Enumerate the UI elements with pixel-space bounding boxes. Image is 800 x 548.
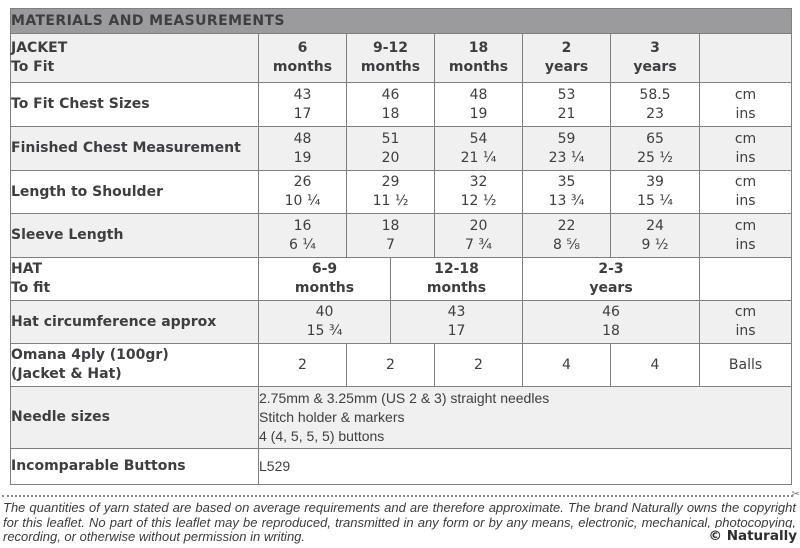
measurement-cell: 32 12 ½	[434, 170, 523, 214]
units-cell-empty	[698, 257, 793, 301]
measurement-cell: 16 6 ¼	[258, 213, 347, 258]
measurement-cell: 46 18	[346, 82, 435, 127]
table-row: Length to Shoulder 26 10 ¼ 29 11 ½ 32 12 ½ …	[10, 170, 793, 214]
yarn-quantity-cell: 2	[258, 343, 347, 387]
row-label-yarn: Omana 4ply (100gr) (Jacket & Hat)	[10, 343, 259, 387]
size-column-header: 2 years	[522, 33, 611, 83]
measurement-cell: 35 13 ¾	[522, 170, 611, 214]
scissors-icon: ✂	[791, 489, 800, 500]
table-row: HAT To fit 6-9 months 12-18 months 2-3 year…	[10, 257, 793, 301]
needle-sizes-cell: 2.75mm & 3.25mm (US 2 & 3) straight need…	[257, 386, 793, 449]
measurement-cell: 59 23 ¼	[522, 126, 611, 171]
measurement-cell: 20 7 ¾	[434, 213, 523, 258]
measurement-cell: 43 17	[390, 300, 523, 344]
measurement-cell: 24 9 ½	[610, 213, 700, 258]
row-label: Hat circumference approx	[10, 300, 259, 344]
row-label: Length to Shoulder	[10, 170, 259, 214]
size-column-header: 6 months	[258, 33, 347, 83]
size-column-header: 3 years	[610, 33, 700, 83]
row-label: Needle sizes	[10, 386, 259, 449]
row-label-jacket: JACKET To Fit	[10, 33, 259, 83]
units-cell: cm ins	[698, 170, 793, 214]
row-label: Sleeve Length	[10, 213, 259, 258]
size-column-header: 18 months	[434, 33, 523, 83]
measurement-cell: 29 11 ½	[346, 170, 435, 214]
measurement-cell: 48 19	[434, 82, 523, 127]
table-row: Finished Chest Measurement 48 19 51 20 54 2…	[10, 126, 793, 171]
dotted-cut-line	[2, 495, 793, 497]
page-title: MATERIALS AND MEASUREMENTS	[9, 8, 793, 34]
measurement-cell: 51 20	[346, 126, 435, 171]
materials-measurements-table: MATERIALS AND MEASUREMENTS JACKET To Fit…	[9, 8, 793, 485]
yarn-quantity-cell: 2	[346, 343, 435, 387]
measurement-cell: 54 21 ¼	[434, 126, 523, 171]
units-cell: cm ins	[698, 82, 793, 127]
row-label: To Fit Chest Sizes	[10, 82, 259, 127]
copyright-notice: The quantities of yarn stated are based …	[3, 500, 796, 545]
measurement-cell: 22 8 ⅝	[522, 213, 611, 258]
size-column-header: 6-9 months	[258, 257, 391, 301]
button-code-cell: L529	[257, 448, 793, 485]
measurement-cell: 39 15 ¼	[610, 170, 700, 214]
measurement-cell: 18 7	[346, 213, 435, 258]
units-cell-empty	[698, 33, 793, 83]
table-row: MATERIALS AND MEASUREMENTS	[9, 8, 793, 34]
table-row: Incomparable Buttons L529	[10, 448, 793, 485]
units-cell: cm ins	[698, 126, 793, 171]
measurement-cell: 43 17	[258, 82, 347, 127]
size-column-header: 12-18 months	[390, 257, 523, 301]
table-row: To Fit Chest Sizes 43 17 46 18 48 19 53 21 5…	[10, 82, 793, 127]
yarn-quantity-cell: 2	[434, 343, 523, 387]
row-label: Finished Chest Measurement	[10, 126, 259, 171]
brand-mark: © Naturally	[702, 528, 797, 544]
yarn-quantity-cell: 4	[610, 343, 700, 387]
size-column-header: 9-12 months	[346, 33, 435, 83]
measurement-cell: 46 18	[522, 300, 700, 344]
table-row: JACKET To Fit 6 months 9-12 months 18 month…	[10, 33, 793, 83]
measurement-cell: 53 21	[522, 82, 611, 127]
measurement-cell: 40 15 ¾	[258, 300, 391, 344]
table-row: Sleeve Length 16 6 ¼ 18 7 20 7 ¾ 22 8 ⅝ 24 9 …	[10, 213, 793, 258]
measurement-cell: 26 10 ¼	[258, 170, 347, 214]
units-cell: cm ins	[698, 300, 793, 344]
size-column-header: 2-3 years	[522, 257, 700, 301]
measurement-cell: 48 19	[258, 126, 347, 171]
table-row: Omana 4ply (100gr) (Jacket & Hat) 2 2 2 …	[10, 343, 793, 387]
row-label: Incomparable Buttons	[10, 448, 259, 485]
table-row: Hat circumference approx 40 15 ¾ 43 17 46 1…	[10, 300, 793, 344]
measurement-cell: 65 25 ½	[610, 126, 700, 171]
yarn-quantity-cell: 4	[522, 343, 611, 387]
measurement-cell: 58.5 23	[610, 82, 700, 127]
table-row: Needle sizes 2.75mm & 3.25mm (US 2 & 3) …	[10, 386, 793, 449]
units-cell: cm ins	[698, 213, 793, 258]
units-cell: Balls	[698, 343, 793, 387]
row-label-hat: HAT To fit	[10, 257, 259, 301]
